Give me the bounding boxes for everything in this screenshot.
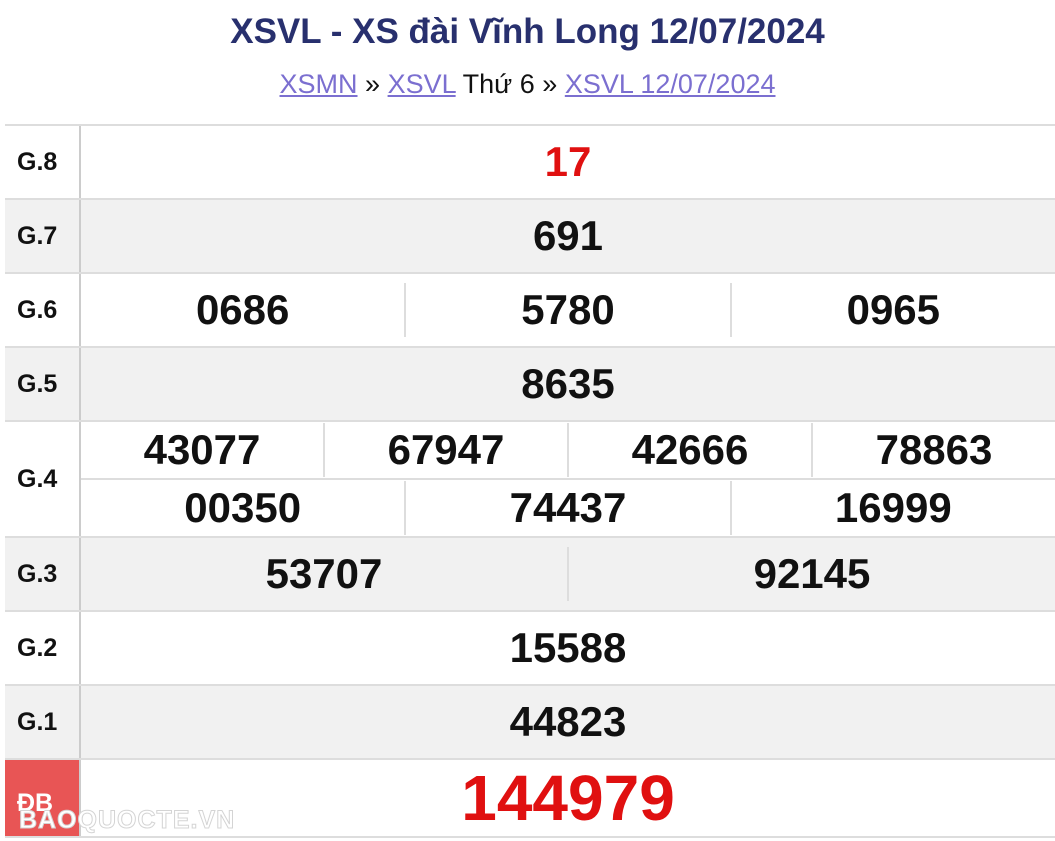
special-label-text: ĐB bbox=[17, 788, 54, 817]
results-table: G.8 17 G.7 691 G.6 0686 5780 0965 G.5 86… bbox=[5, 124, 1055, 838]
prize-number: 691 bbox=[532, 212, 604, 259]
breadcrumb-xsmn-link[interactable]: XSMN bbox=[279, 69, 358, 99]
prize-label: G.7 bbox=[5, 200, 81, 272]
breadcrumb-xsvl-link[interactable]: XSVL bbox=[387, 69, 456, 99]
prize-row-g2: G.2 15588 bbox=[5, 612, 1055, 686]
prize-label: G.5 bbox=[5, 348, 81, 420]
prize-number: 0686 bbox=[195, 286, 290, 333]
prize-label: G.8 bbox=[5, 126, 81, 198]
page-title: XSVL - XS đài Vĩnh Long 12/07/2024 bbox=[230, 12, 825, 51]
prize-row-g1: G.1 44823 bbox=[5, 686, 1055, 760]
prize-row-g4: G.4 43077 67947 42666 78863 00350 74437 … bbox=[5, 422, 1055, 538]
prize-number: 0965 bbox=[729, 283, 1055, 337]
prize-row-g5: G.5 8635 bbox=[5, 348, 1055, 422]
prize-number: 74437 bbox=[404, 481, 729, 535]
breadcrumb-day: Thứ 6 bbox=[462, 69, 535, 99]
breadcrumb-date-link[interactable]: XSVL 12/07/2024 bbox=[564, 69, 776, 99]
prize-number: 44823 bbox=[509, 698, 627, 745]
prize-number: 92145 bbox=[567, 547, 1055, 601]
prize-number: 00350 bbox=[184, 484, 302, 531]
prize-label: G.1 bbox=[5, 686, 81, 758]
watermark: BAOQUOCTE.VN bbox=[18, 806, 236, 835]
prize-number: 43077 bbox=[143, 426, 261, 473]
prize-number: 42666 bbox=[567, 423, 811, 477]
prize-number: 17 bbox=[544, 138, 592, 185]
prize-label: G.6 bbox=[5, 274, 81, 346]
breadcrumb-separator: » bbox=[542, 69, 558, 99]
prize-label: G.2 bbox=[5, 612, 81, 684]
prize-number: 67947 bbox=[323, 423, 567, 477]
prize-row-g8: G.8 17 bbox=[5, 126, 1055, 200]
prize-label: G.4 bbox=[5, 422, 81, 536]
prize-label-special: ĐB BAOQUOCTE.VN bbox=[5, 760, 235, 836]
special-prize-number: 144979 bbox=[461, 762, 675, 834]
prize-row-special: ĐB BAOQUOCTE.VN 144979 bbox=[5, 760, 1055, 838]
prize-number: 78863 bbox=[811, 423, 1055, 477]
prize-number: 53707 bbox=[265, 550, 383, 597]
prize-row-g3: G.3 53707 92145 bbox=[5, 538, 1055, 612]
prize-label: G.3 bbox=[5, 538, 81, 610]
prize-number: 16999 bbox=[729, 481, 1055, 535]
breadcrumb-separator: » bbox=[365, 69, 381, 99]
prize-number: 15588 bbox=[509, 624, 627, 671]
prize-number: 5780 bbox=[404, 283, 729, 337]
breadcrumb: XSMN » XSVL Thứ 6 » XSVL 12/07/2024 bbox=[0, 69, 1055, 100]
prize-row-g7: G.7 691 bbox=[5, 200, 1055, 274]
prize-number: 8635 bbox=[521, 360, 615, 407]
prize-row-g6: G.6 0686 5780 0965 bbox=[5, 274, 1055, 348]
